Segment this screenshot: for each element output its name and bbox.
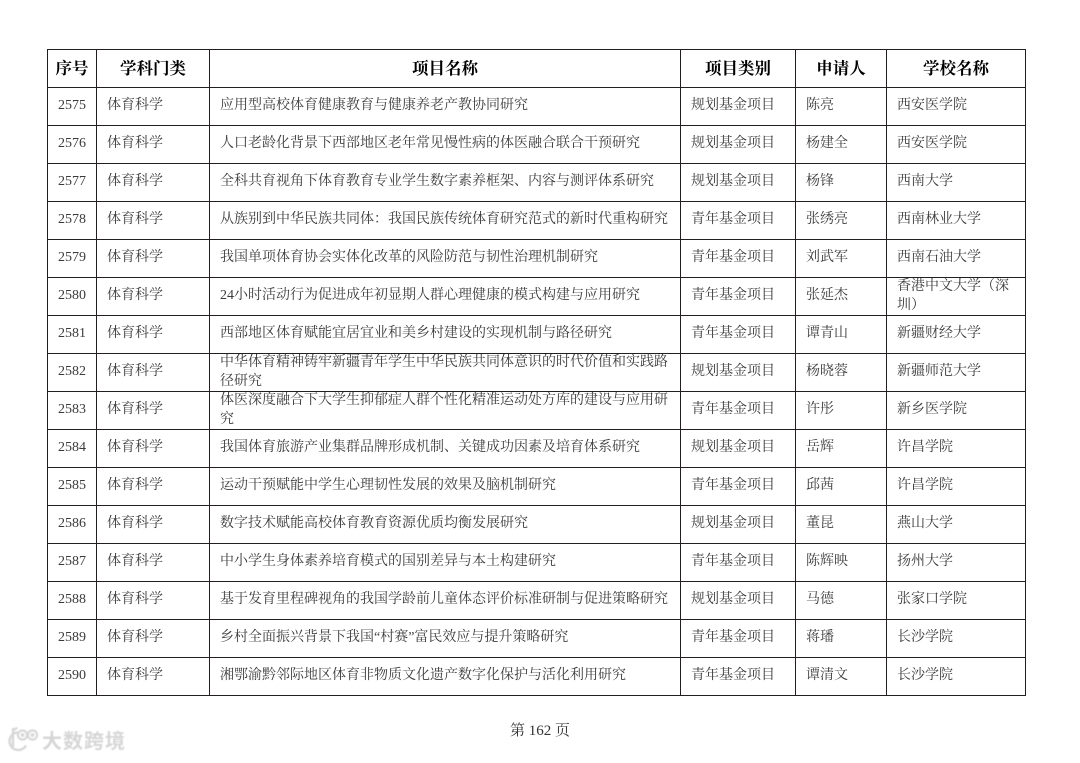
svg-text:大数跨境: 大数跨境	[42, 729, 126, 753]
